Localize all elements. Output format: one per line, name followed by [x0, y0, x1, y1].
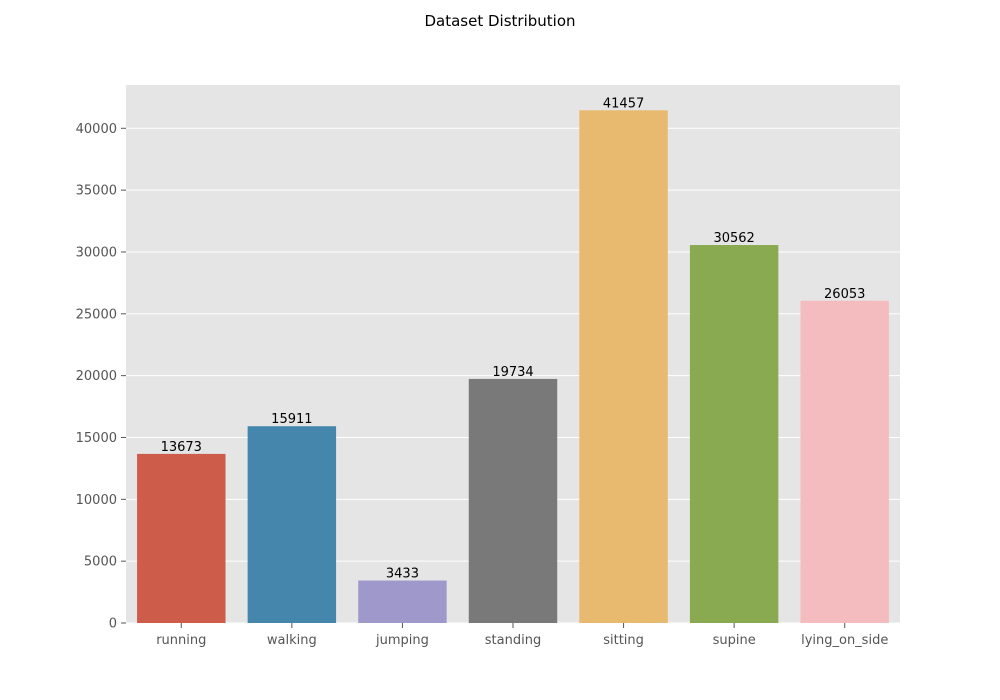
- y-tick-label: 15000: [76, 431, 117, 446]
- y-tick-label: 35000: [76, 184, 117, 199]
- x-axis: running walking jumping standing sitting supi…: [156, 623, 888, 648]
- y-tick-label: 30000: [76, 245, 117, 260]
- bar-walking: [247, 426, 337, 623]
- y-tick-label: 40000: [76, 122, 117, 137]
- y-tick-label: 0: [109, 617, 117, 632]
- bar-running: [137, 453, 226, 623]
- x-tick-label: walking: [267, 633, 317, 648]
- bar-jumping: [358, 580, 447, 623]
- data-label: 26053: [824, 287, 865, 302]
- y-axis: 0 5000 10000 15000 20000 25000 30000 35000 40000: [76, 122, 126, 632]
- bar-lying-on-side: [800, 300, 889, 623]
- bar-supine: [689, 245, 779, 623]
- data-label: 13673: [161, 440, 202, 455]
- data-labels: 13673 15911 3433 19734 41457 30562 26053: [161, 96, 866, 581]
- x-tick-label: jumping: [375, 633, 429, 648]
- data-label: 41457: [603, 96, 644, 111]
- data-label: 15911: [271, 412, 312, 427]
- x-tick-label: supine: [713, 633, 756, 648]
- data-label: 30562: [713, 231, 754, 246]
- bar-sitting: [579, 110, 668, 623]
- y-tick-label: 10000: [76, 493, 117, 508]
- x-tick-label: lying_on_side: [801, 633, 888, 648]
- y-tick-label: 25000: [76, 307, 117, 322]
- y-tick-label: 20000: [76, 369, 117, 384]
- y-tick-label: 5000: [84, 555, 117, 570]
- bar-standing: [468, 378, 558, 623]
- x-tick-label: standing: [485, 633, 541, 648]
- data-label: 19734: [492, 365, 533, 380]
- x-tick-label: sitting: [603, 633, 644, 648]
- x-tick-label: running: [156, 633, 206, 648]
- bars: [137, 110, 889, 623]
- chart-title: Dataset Distribution: [424, 12, 575, 30]
- data-label: 3433: [386, 567, 419, 582]
